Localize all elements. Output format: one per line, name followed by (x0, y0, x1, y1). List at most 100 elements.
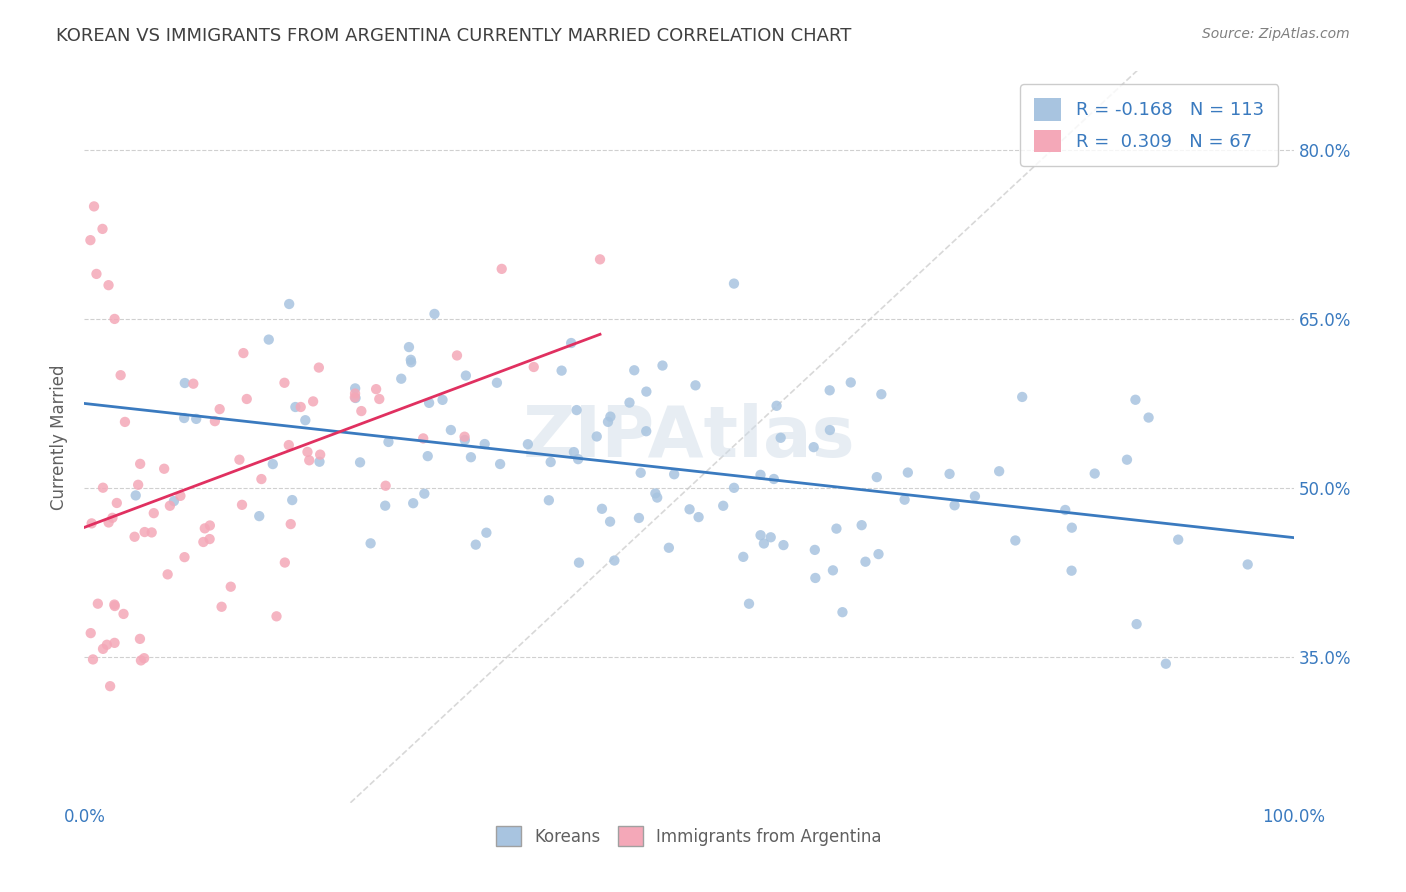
Point (125, 488, 148, 502)
Point (374, 479, 396, 493)
Point (749, 528, 772, 542)
Point (366, 382, 388, 396)
Point (636, 384, 658, 399)
Point (219, 580, 242, 594)
Point (413, 486, 436, 500)
Point (110, 368, 132, 383)
Point (460, 450, 482, 465)
Point (550, 363, 572, 377)
Point (173, 376, 195, 390)
Point (804, 571, 827, 585)
Point (112, 607, 135, 621)
Point (262, 457, 284, 471)
Point (645, 491, 668, 505)
Point (418, 396, 440, 410)
Point (281, 493, 304, 508)
Point (80, 626, 103, 640)
Point (79, 233, 101, 247)
Point (278, 297, 301, 311)
Point (866, 470, 889, 484)
Point (91, 222, 114, 236)
Point (228, 452, 250, 467)
Point (619, 395, 641, 409)
Point (127, 477, 149, 491)
Point (540, 455, 562, 469)
Point (153, 462, 176, 476)
Point (537, 493, 560, 508)
Point (82, 652, 104, 666)
Point (423, 307, 446, 321)
Point (129, 457, 152, 471)
Point (208, 402, 231, 417)
Point (80, 516, 103, 531)
Y-axis label: Currently Married: Currently Married (51, 364, 69, 510)
Point (231, 498, 253, 512)
Point (870, 387, 893, 401)
Point (344, 381, 367, 395)
Point (350, 404, 373, 418)
Point (568, 556, 591, 570)
Point (399, 355, 422, 369)
Point (485, 376, 508, 390)
Point (96, 638, 118, 652)
Text: KOREAN VS IMMIGRANTS FROM ARGENTINA CURRENTLY MARRIED CORRELATION CHART: KOREAN VS IMMIGRANTS FROM ARGENTINA CURR… (56, 27, 852, 45)
Point (752, 536, 775, 550)
Point (91, 641, 114, 656)
Point (897, 466, 920, 480)
Point (1060, 564, 1083, 578)
Point (91, 481, 114, 495)
Point (124, 530, 146, 544)
Point (627, 511, 650, 525)
Point (567, 452, 589, 467)
Point (273, 376, 295, 390)
Point (114, 415, 136, 429)
Text: ZIPAtlas: ZIPAtlas (523, 402, 855, 472)
Point (134, 524, 156, 539)
Point (804, 542, 827, 557)
Point (104, 312, 127, 326)
Point (402, 496, 425, 510)
Point (86, 267, 108, 281)
Point (893, 492, 915, 507)
Point (194, 521, 217, 535)
Point (193, 535, 215, 549)
Point (129, 632, 152, 646)
Point (1236, 558, 1258, 572)
Point (257, 333, 280, 347)
Point (831, 605, 853, 619)
Point (454, 368, 477, 383)
Point (678, 502, 700, 516)
Point (1060, 521, 1083, 535)
Point (266, 609, 288, 624)
Point (416, 449, 439, 463)
Point (1116, 452, 1139, 467)
Point (489, 457, 512, 471)
Point (662, 467, 685, 482)
Point (1054, 503, 1077, 517)
Point (943, 498, 966, 512)
Point (591, 501, 613, 516)
Point (389, 372, 412, 386)
Point (644, 486, 666, 500)
Point (596, 415, 619, 429)
Point (104, 599, 127, 613)
Point (562, 445, 585, 459)
Point (723, 481, 745, 495)
Point (141, 525, 163, 540)
Text: Source: ZipAtlas.com: Source: ZipAtlas.com (1202, 27, 1350, 41)
Point (377, 434, 399, 449)
Point (599, 515, 621, 529)
Point (103, 636, 125, 650)
Point (198, 532, 221, 546)
Point (769, 431, 792, 445)
Point (235, 392, 257, 406)
Point (83, 199, 105, 213)
Point (298, 453, 321, 467)
Point (839, 376, 862, 390)
Point (440, 423, 463, 437)
Point (169, 489, 191, 503)
Point (163, 494, 186, 508)
Point (308, 455, 330, 469)
Point (274, 556, 297, 570)
Point (685, 378, 707, 392)
